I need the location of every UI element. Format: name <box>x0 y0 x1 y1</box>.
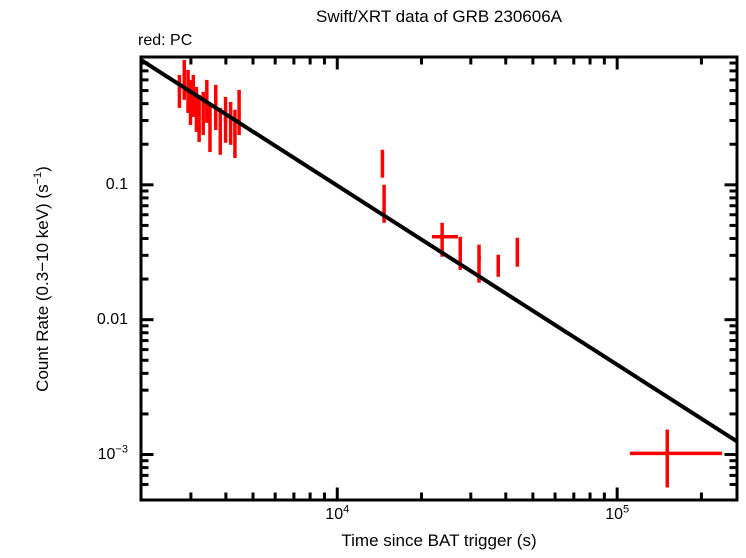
y-tick-label: 0.01 <box>96 310 128 328</box>
x-axis-label: Time since BAT trigger (s) <box>341 531 537 550</box>
y-tick-label: 0.1 <box>105 175 128 193</box>
axis-ticks <box>142 58 736 499</box>
y-axis-label-text: Count Rate (0.3−10 keV) (s−1) <box>32 166 53 392</box>
plot-frame <box>139 55 739 502</box>
x-tick-label: 104 <box>325 503 350 523</box>
y-tick-label: 10−3 <box>97 443 128 463</box>
mode-legend-label: red: PC <box>138 32 193 49</box>
fit-line <box>139 58 739 444</box>
chart-title: Swift/XRT data of GRB 230606A <box>315 7 562 26</box>
x-tick-label: 105 <box>605 503 630 523</box>
y-axis-label: Count Rate (0.3−10 keV) (s−1) <box>25 0 61 558</box>
data-points-PC <box>177 59 723 488</box>
